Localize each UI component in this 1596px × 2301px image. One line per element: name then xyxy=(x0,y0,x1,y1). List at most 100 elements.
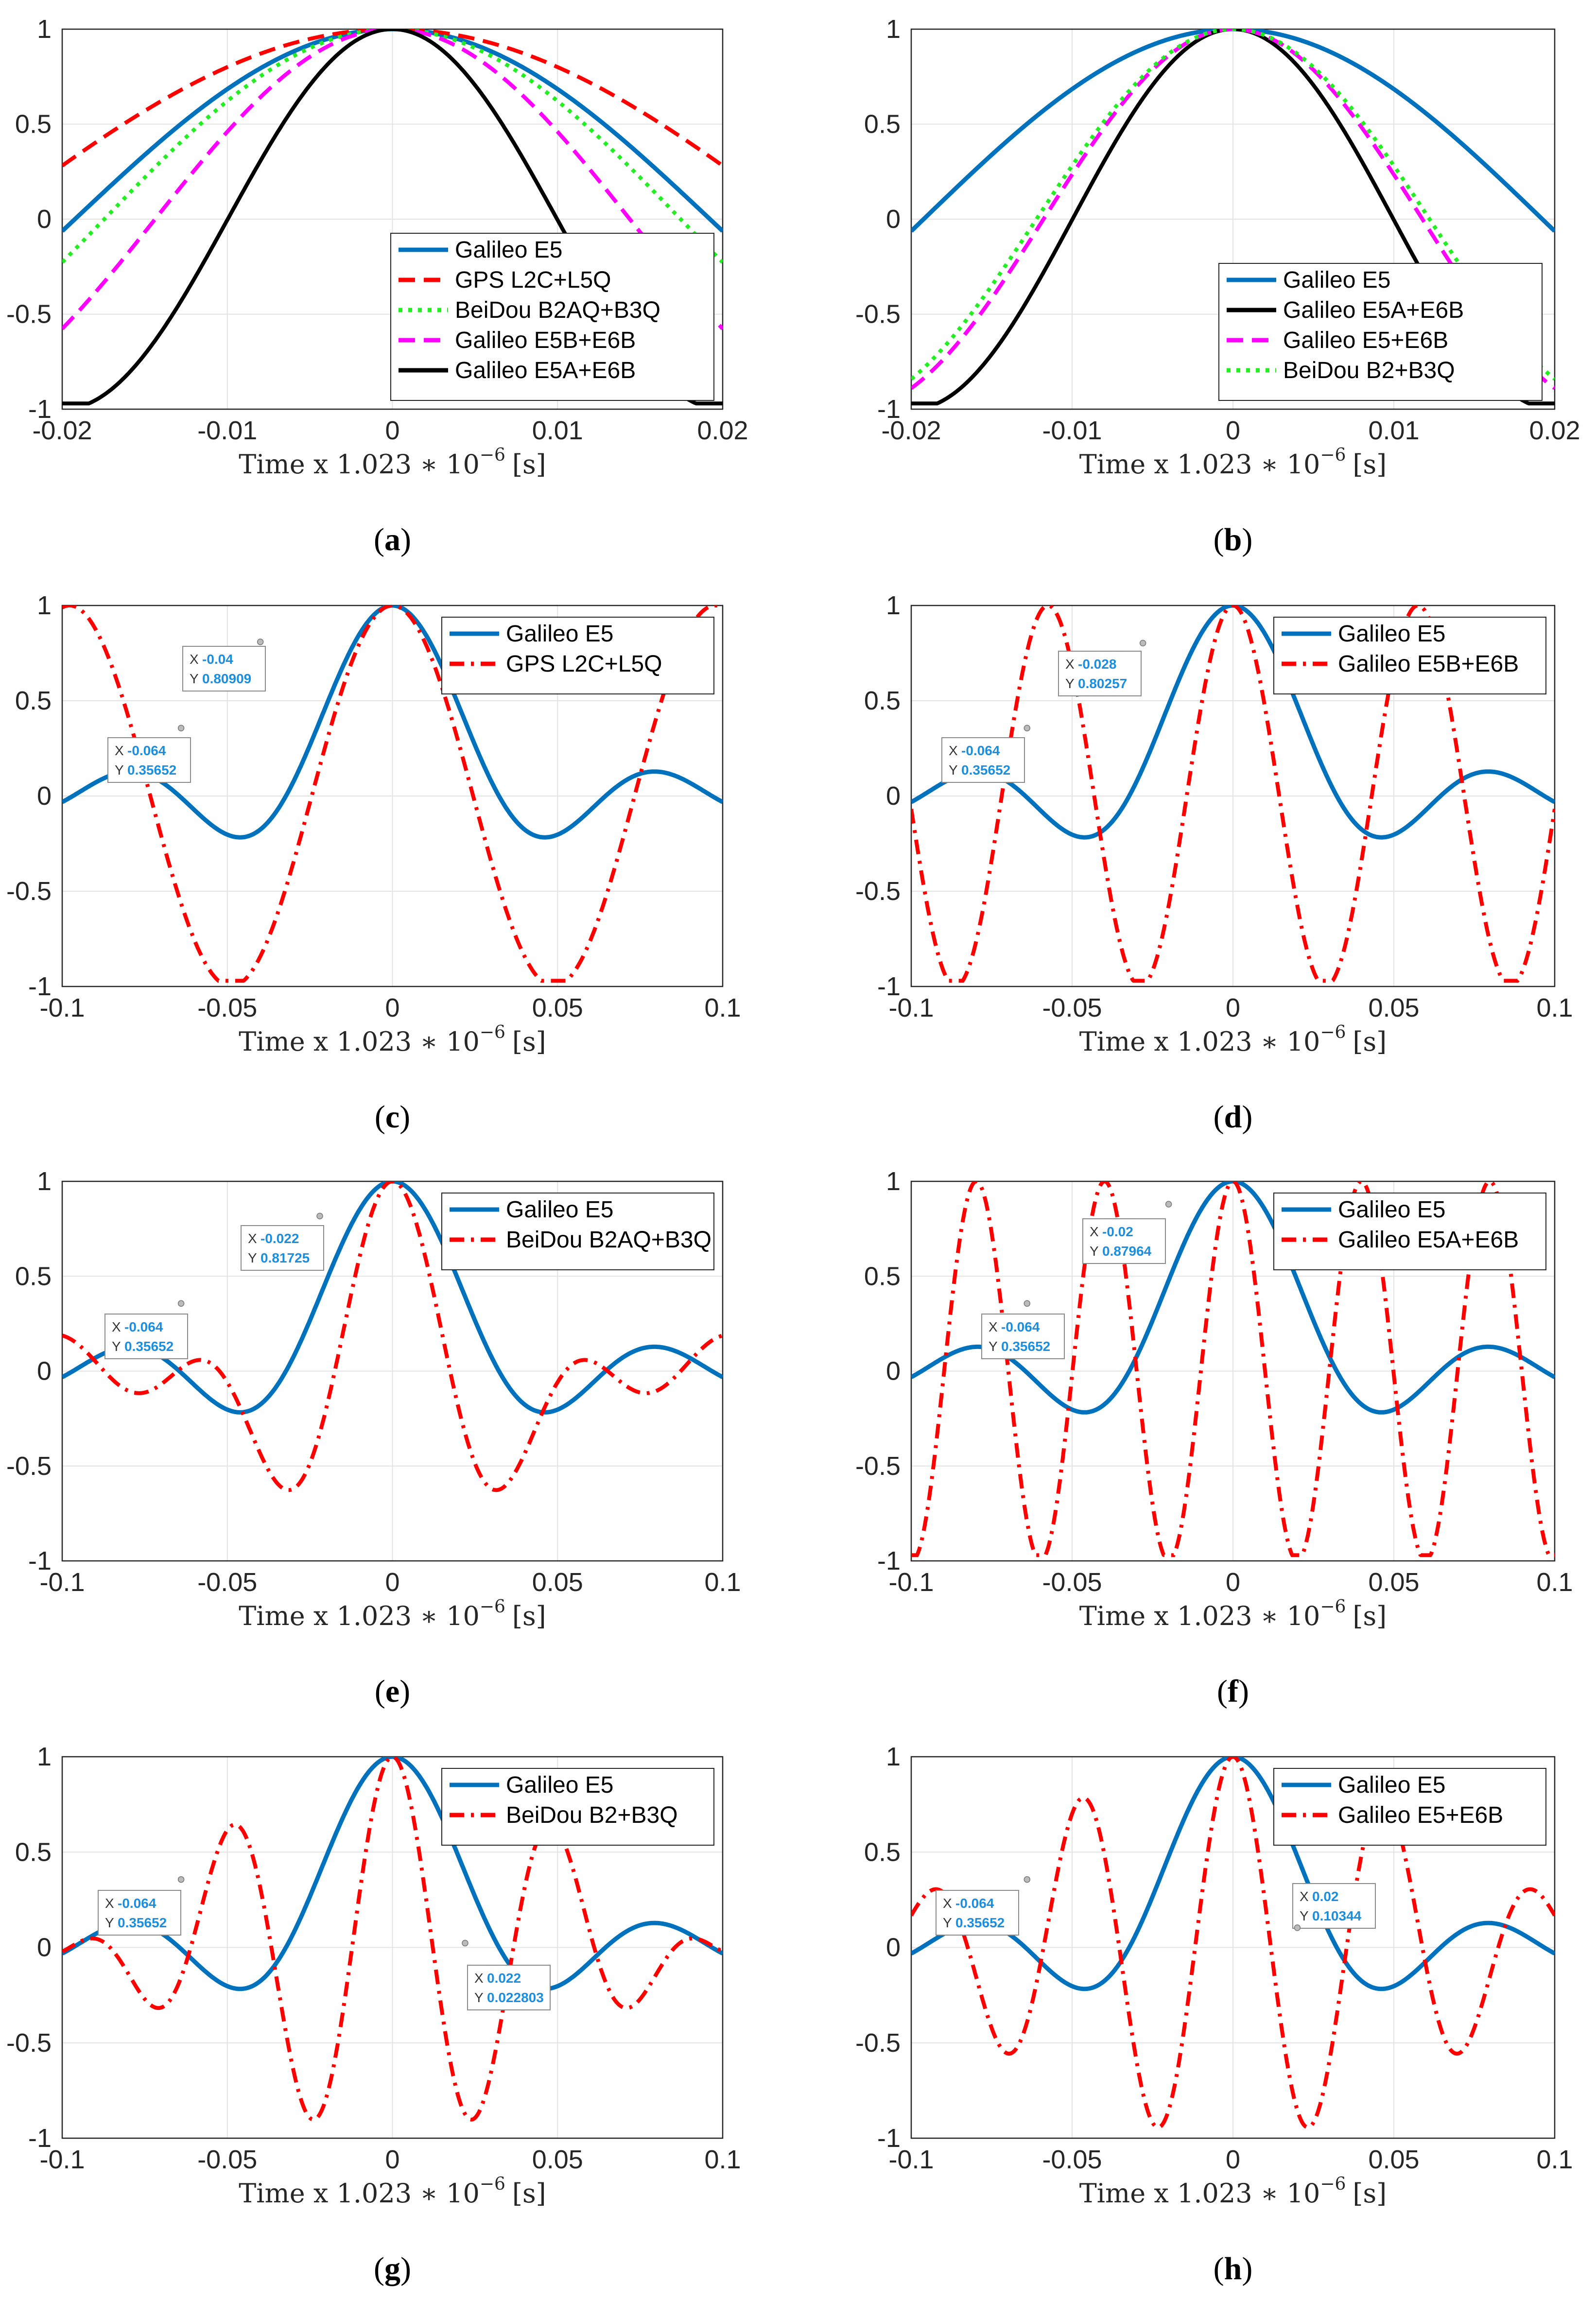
legend-box xyxy=(441,1193,714,1270)
datatip-box xyxy=(241,1225,324,1271)
panel-g: -0.1 -0.05 0 0.05 0.1 1 0.5 0 -0.5 -1 Galileo E5 Be… xyxy=(6,1742,741,2286)
panel-caption: (b) xyxy=(1214,522,1253,557)
legend-box xyxy=(1273,617,1546,694)
x-tick-label: 0 xyxy=(1226,993,1240,1022)
x-axis-label: Time x 1.023 ∗ 10−6 [s] xyxy=(1079,445,1387,480)
y-tick-label: -1 xyxy=(877,2124,901,2153)
datatip-y-value: 0.81725 xyxy=(260,1250,310,1265)
legend-label: Galileo E5+E6B xyxy=(1283,328,1448,353)
y-tick-label: -1 xyxy=(28,2124,52,2153)
datatip-box xyxy=(107,737,191,783)
legend-box xyxy=(441,1768,714,1846)
y-tick-label: -1 xyxy=(877,395,901,424)
datatip-marker xyxy=(177,1300,185,1307)
datatip-box xyxy=(1058,651,1142,696)
y-tick-label: 0.5 xyxy=(15,686,52,715)
datatip-x-label: X xyxy=(1090,1224,1099,1239)
y-tick-label: -0.5 xyxy=(6,300,52,329)
x-tick-label: 0.05 xyxy=(1368,1568,1419,1597)
y-tick-label: 0.5 xyxy=(864,686,901,715)
datatip-y-label: Y xyxy=(1090,1244,1099,1259)
datatip-y-value: 0.80909 xyxy=(202,671,251,686)
legend-label: Galileo E5 xyxy=(506,621,613,647)
x-tick-label: 0.01 xyxy=(1368,416,1419,445)
legend: Galileo E5 GPS L2C+L5Q xyxy=(441,617,714,694)
panel-caption: (f) xyxy=(1217,1674,1249,1709)
datatip-marker xyxy=(1165,1201,1172,1208)
legend: Galileo E5 Galileo E5B+E6B xyxy=(1273,617,1546,694)
series-line-galileo-e5 xyxy=(911,606,1555,840)
y-tick-label: 0 xyxy=(886,1933,901,1962)
x-tick-label: -0.01 xyxy=(1042,416,1102,445)
series-line-beidou-b2aq-b3q xyxy=(62,1181,723,1492)
legend-label: Galileo E5B+E6B xyxy=(455,328,636,353)
x-tick-label: -0.05 xyxy=(1042,993,1102,1022)
x-tick-label: 0.05 xyxy=(1368,2145,1419,2174)
datatip-y-value: 0.35652 xyxy=(127,762,176,778)
datatip-x-value: -0.064 xyxy=(118,1896,156,1911)
y-tick-label: 0.5 xyxy=(864,110,901,139)
datatip-x-value: 0.022 xyxy=(487,1971,521,1986)
legend: Galileo E5 BeiDou B2AQ+B3Q xyxy=(441,1193,714,1270)
x-tick-label: -0.02 xyxy=(32,416,92,445)
y-tick-label: 0 xyxy=(37,1933,52,1962)
series-line-galileo-e5 xyxy=(911,1757,1555,1991)
y-tick-label: 0.5 xyxy=(15,110,52,139)
y-tick-label: -1 xyxy=(28,395,52,424)
legend-label: BeiDou B2AQ+B3Q xyxy=(506,1227,711,1253)
legend-label: Galileo E5 xyxy=(455,237,562,263)
x-tick-label: -0.05 xyxy=(197,2145,257,2174)
datatip-box xyxy=(941,737,1025,783)
datatip-y-label: Y xyxy=(474,1990,484,2005)
datatip-x-label: X xyxy=(105,1896,114,1911)
legend: Galileo E5 Galileo E5A+E6B xyxy=(1273,1193,1546,1270)
datatip-x-label: X xyxy=(949,743,958,758)
series-line-galileo-e5a-e6b xyxy=(911,1181,1555,1557)
y-tick-label: -0.5 xyxy=(6,877,52,906)
datatip-marker xyxy=(1024,725,1031,731)
y-tick-label: -0.5 xyxy=(855,877,901,906)
panel-caption: (e) xyxy=(375,1674,410,1709)
series-line-galileo-e5 xyxy=(62,1181,723,1415)
legend-box xyxy=(1218,263,1543,401)
legend-label: Galileo E5 xyxy=(1338,1197,1445,1223)
panel-c: -0.1 -0.05 0 0.05 0.1 1 0.5 0 -0.5 -1 Galileo E5 GP… xyxy=(6,591,741,1135)
x-axis-label: Time x 1.023 ∗ 10−6 [s] xyxy=(239,445,546,480)
legend-label: BeiDou B2AQ+B3Q xyxy=(455,297,660,323)
legend-label: BeiDou B2+B3Q xyxy=(506,1802,678,1828)
datatip-marker xyxy=(177,1876,185,1883)
x-tick-label: -0.02 xyxy=(881,416,941,445)
datatip-y-value: 0.35652 xyxy=(961,762,1010,778)
y-tick-label: -1 xyxy=(28,972,52,1001)
y-tick-label: 0.5 xyxy=(864,1262,901,1291)
datatip-y-label: Y xyxy=(949,762,958,778)
x-tick-label: 0.02 xyxy=(697,416,748,445)
x-tick-label: 0 xyxy=(385,1568,399,1597)
y-tick-label: 0 xyxy=(886,205,901,234)
x-tick-label: 0 xyxy=(1226,1568,1240,1597)
panel-caption: (h) xyxy=(1214,2251,1253,2286)
panel-e: -0.1 -0.05 0 0.05 0.1 1 0.5 0 -0.5 -1 Galileo E5 Be… xyxy=(6,1167,741,1709)
x-axis-label: Time x 1.023 ∗ 10−6 [s] xyxy=(239,1597,546,1631)
datatip-box xyxy=(104,1314,188,1359)
panel-b: -0.02 -0.01 0 0.01 0.02 1 0.5 0 -0.5 -1 Galileo E5… xyxy=(855,15,1580,557)
y-tick-label: -1 xyxy=(28,1546,52,1575)
datatip: X -0.04Y 0.80909 xyxy=(182,639,266,692)
y-tick-label: 0 xyxy=(37,1357,52,1386)
y-tick-label: -0.5 xyxy=(855,2028,901,2058)
datatip-y-value: 0.10344 xyxy=(1312,1908,1362,1923)
series-line-gps-l2c-l5q xyxy=(62,29,723,168)
legend-label: Galileo E5B+E6B xyxy=(1338,651,1519,677)
x-axis-label: Time x 1.023 ∗ 10−6 [s] xyxy=(1079,1597,1387,1631)
panel-caption: (a) xyxy=(374,522,411,557)
datatip-x-value: 0.02 xyxy=(1312,1889,1339,1904)
legend-label: Galileo E5A+E6B xyxy=(1283,297,1464,323)
datatip-y-label: Y xyxy=(1300,1908,1309,1923)
datatip-marker xyxy=(1294,1924,1301,1931)
datatip-box xyxy=(936,1890,1019,1936)
datatip-marker xyxy=(316,1212,323,1220)
